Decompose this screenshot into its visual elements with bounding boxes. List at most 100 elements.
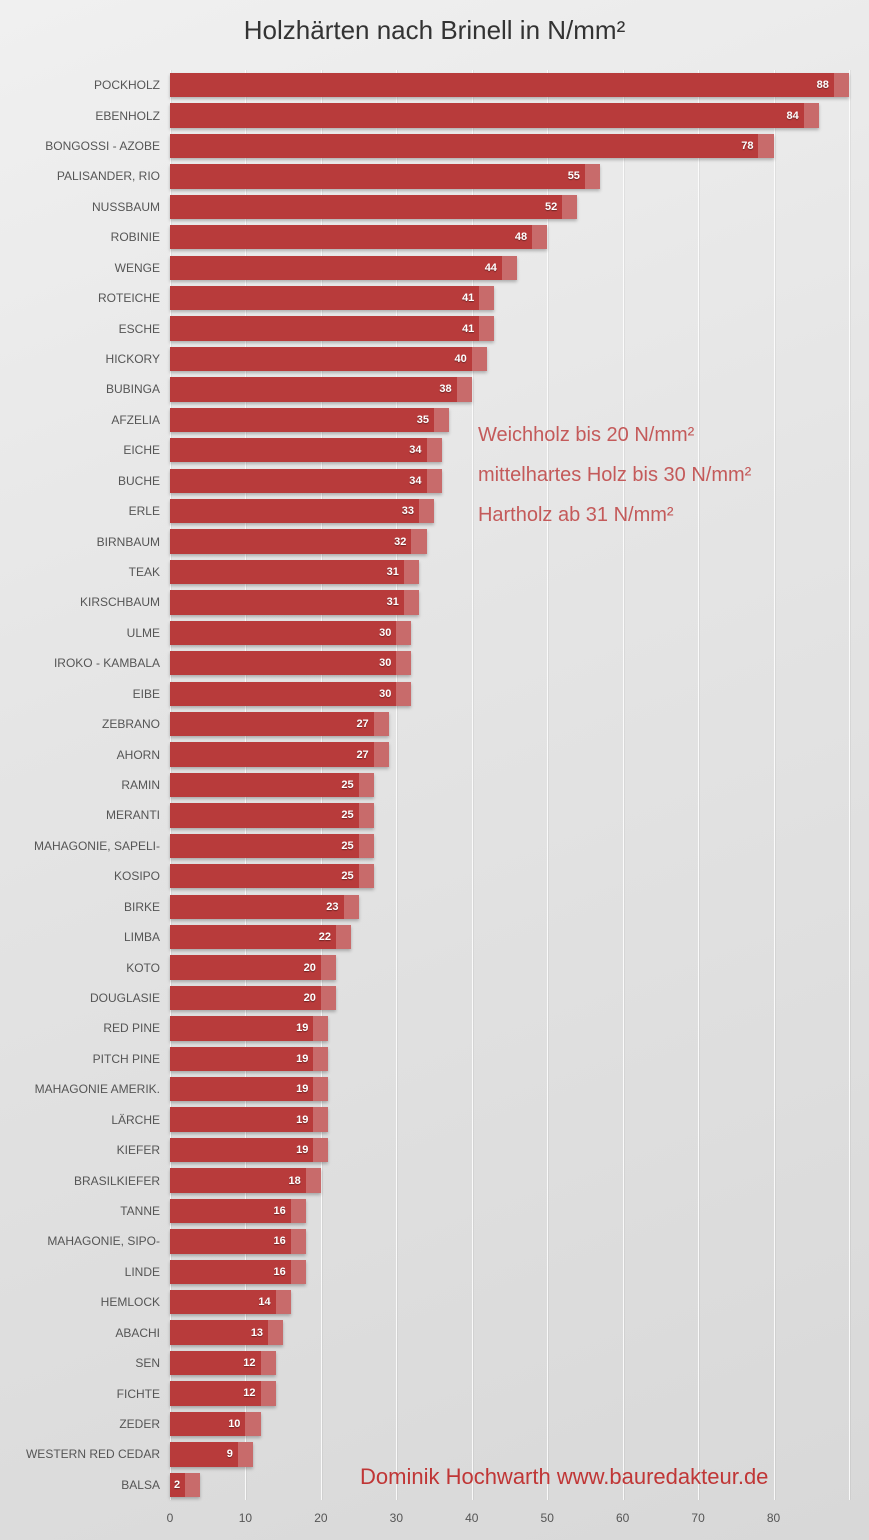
bar-row: HICKORY40 <box>170 344 849 374</box>
bar-value: 16 <box>273 1205 285 1217</box>
bar-inner: 30 <box>170 651 396 675</box>
y-label: POCKHOLZ <box>94 78 160 92</box>
bar-value: 84 <box>786 110 798 122</box>
bar-inner: 20 <box>170 955 321 979</box>
bar-inner: 27 <box>170 742 374 766</box>
bar-outer: 19 <box>170 1077 328 1101</box>
bar-inner: 34 <box>170 438 427 462</box>
bar-row: RED PINE19 <box>170 1013 849 1043</box>
bar-value: 2 <box>174 1479 180 1491</box>
bar-value: 18 <box>289 1175 301 1187</box>
bar-row: KIEFER19 <box>170 1135 849 1165</box>
bar-outer: 33 <box>170 499 434 523</box>
y-label: HICKORY <box>106 352 160 366</box>
bar-value: 10 <box>228 1418 240 1430</box>
bar-outer: 19 <box>170 1138 328 1162</box>
bar-row: EIBE30 <box>170 679 849 709</box>
bar-value: 34 <box>409 444 421 456</box>
bar-inner: 20 <box>170 986 321 1010</box>
y-label: BRASILKIEFER <box>74 1174 160 1188</box>
bar-row: MERANTI25 <box>170 800 849 830</box>
bar-inner: 78 <box>170 134 758 158</box>
bar-outer: 22 <box>170 925 351 949</box>
bar-outer: 19 <box>170 1107 328 1131</box>
bar-value: 22 <box>319 931 331 943</box>
bar-row: ROTEICHE41 <box>170 283 849 313</box>
bar-outer: 23 <box>170 895 359 919</box>
bar-row: BIRKE23 <box>170 891 849 921</box>
bar-row: DOUGLASIE20 <box>170 983 849 1013</box>
x-tick: 40 <box>465 1511 478 1525</box>
y-label: DOUGLASIE <box>90 991 160 1005</box>
bar-inner: 19 <box>170 1077 313 1101</box>
bar-row: AHORN27 <box>170 739 849 769</box>
bar-inner: 12 <box>170 1381 261 1405</box>
y-label: TEAK <box>129 565 160 579</box>
y-label: KIRSCHBAUM <box>80 595 160 609</box>
bar-inner: 19 <box>170 1107 313 1131</box>
chart-title: Holzhärten nach Brinell in N/mm² <box>0 15 869 46</box>
bar-outer: 84 <box>170 103 819 127</box>
bar-outer: 20 <box>170 955 336 979</box>
bar-value: 30 <box>379 627 391 639</box>
y-label: ULME <box>127 626 160 640</box>
brinell-chart: Holzhärten nach Brinell in N/mm² POCKHOL… <box>0 0 869 1540</box>
bar-inner: 25 <box>170 834 359 858</box>
bar-outer: 16 <box>170 1229 306 1253</box>
bar-outer: 78 <box>170 134 774 158</box>
bar-inner: 34 <box>170 469 427 493</box>
bar-row: BRASILKIEFER18 <box>170 1165 849 1195</box>
y-label: BUBINGA <box>106 382 160 396</box>
y-label: EICHE <box>123 443 160 457</box>
bar-value: 19 <box>296 1144 308 1156</box>
bar-inner: 31 <box>170 560 404 584</box>
bar-value: 25 <box>341 870 353 882</box>
bar-value: 25 <box>341 809 353 821</box>
x-tick: 60 <box>616 1511 629 1525</box>
bar-row: MAHAGONIE, SAPELI-25 <box>170 831 849 861</box>
bar-outer: 19 <box>170 1016 328 1040</box>
bar-outer: 20 <box>170 986 336 1010</box>
bar-inner: 14 <box>170 1290 276 1314</box>
bar-value: 19 <box>296 1022 308 1034</box>
bar-inner: 88 <box>170 73 834 97</box>
bar-value: 19 <box>296 1114 308 1126</box>
bar-outer: 25 <box>170 773 374 797</box>
bar-outer: 18 <box>170 1168 321 1192</box>
bar-row: MAHAGONIE AMERIK.19 <box>170 1074 849 1104</box>
bar-row: KOSIPO25 <box>170 861 849 891</box>
bar-value: 41 <box>462 323 474 335</box>
bar-outer: 34 <box>170 438 442 462</box>
bar-inner: 41 <box>170 316 479 340</box>
y-label: PALISANDER, RIO <box>57 169 160 183</box>
bar-outer: 27 <box>170 742 389 766</box>
bar-row: KIRSCHBAUM31 <box>170 587 849 617</box>
y-label: EBENHOLZ <box>95 109 160 123</box>
bar-inner: 40 <box>170 347 472 371</box>
bar-value: 48 <box>515 231 527 243</box>
bar-value: 16 <box>273 1235 285 1247</box>
y-label: WENGE <box>115 261 160 275</box>
bar-inner: 19 <box>170 1138 313 1162</box>
bar-value: 25 <box>341 840 353 852</box>
bar-row: EBENHOLZ84 <box>170 100 849 130</box>
bar-outer: 10 <box>170 1412 261 1436</box>
bar-row: HEMLOCK14 <box>170 1287 849 1317</box>
bar-value: 88 <box>817 79 829 91</box>
bar-outer: 88 <box>170 73 849 97</box>
bar-inner: 55 <box>170 164 585 188</box>
bar-row: POCKHOLZ88 <box>170 70 849 100</box>
bar-inner: 2 <box>170 1473 185 1497</box>
bar-row: LÄRCHE19 <box>170 1104 849 1134</box>
bar-inner: 32 <box>170 529 411 553</box>
bar-row: BUBINGA38 <box>170 374 849 404</box>
bar-row: LINDE16 <box>170 1257 849 1287</box>
bar-outer: 9 <box>170 1442 253 1466</box>
bar-value: 31 <box>387 596 399 608</box>
bar-row: IROKO - KAMBALA30 <box>170 648 849 678</box>
bar-row: ESCHE41 <box>170 313 849 343</box>
y-label: PITCH PINE <box>93 1052 160 1066</box>
bar-outer: 25 <box>170 803 374 827</box>
bar-inner: 33 <box>170 499 419 523</box>
bar-outer: 41 <box>170 286 494 310</box>
